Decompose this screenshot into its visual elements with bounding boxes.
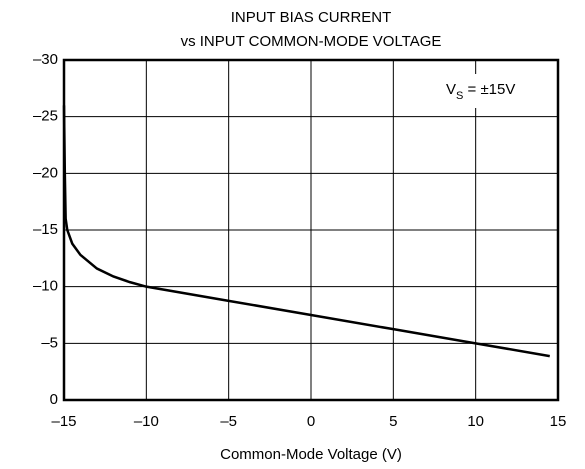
x-tick-label: 5: [389, 413, 397, 430]
y-tick-label: –25: [33, 108, 58, 125]
annotation-part: V: [446, 81, 456, 98]
y-tick-label: –30: [33, 51, 58, 68]
y-tick-label: –20: [33, 164, 58, 181]
x-tick-label: –15: [51, 413, 76, 430]
x-axis-label: Common-Mode Voltage (V): [220, 446, 402, 463]
x-tick-label: 15: [550, 413, 567, 430]
annotation-text: VS = ±15V: [446, 81, 515, 102]
y-tick-label: 0: [50, 391, 58, 408]
chart-title: vs INPUT COMMON-MODE VOLTAGE: [181, 33, 442, 50]
data-line: [62, 105, 550, 358]
annotation: VS = ±15V: [440, 74, 552, 108]
annotation-subscript: S: [456, 90, 463, 102]
x-tick-label: 10: [467, 413, 484, 430]
annotation-part: = ±15V: [463, 81, 515, 98]
x-tick-label: –10: [134, 413, 159, 430]
chart-title: INPUT BIAS CURRENT: [231, 9, 392, 26]
annotation-background: [440, 74, 552, 108]
y-tick-label: –5: [41, 334, 58, 351]
plot-frame: [62, 58, 560, 402]
y-tick-label: –10: [33, 278, 58, 295]
x-tick-label: –5: [220, 413, 237, 430]
y-tick-label: –15: [33, 221, 58, 238]
x-tick-label: 0: [307, 413, 315, 430]
